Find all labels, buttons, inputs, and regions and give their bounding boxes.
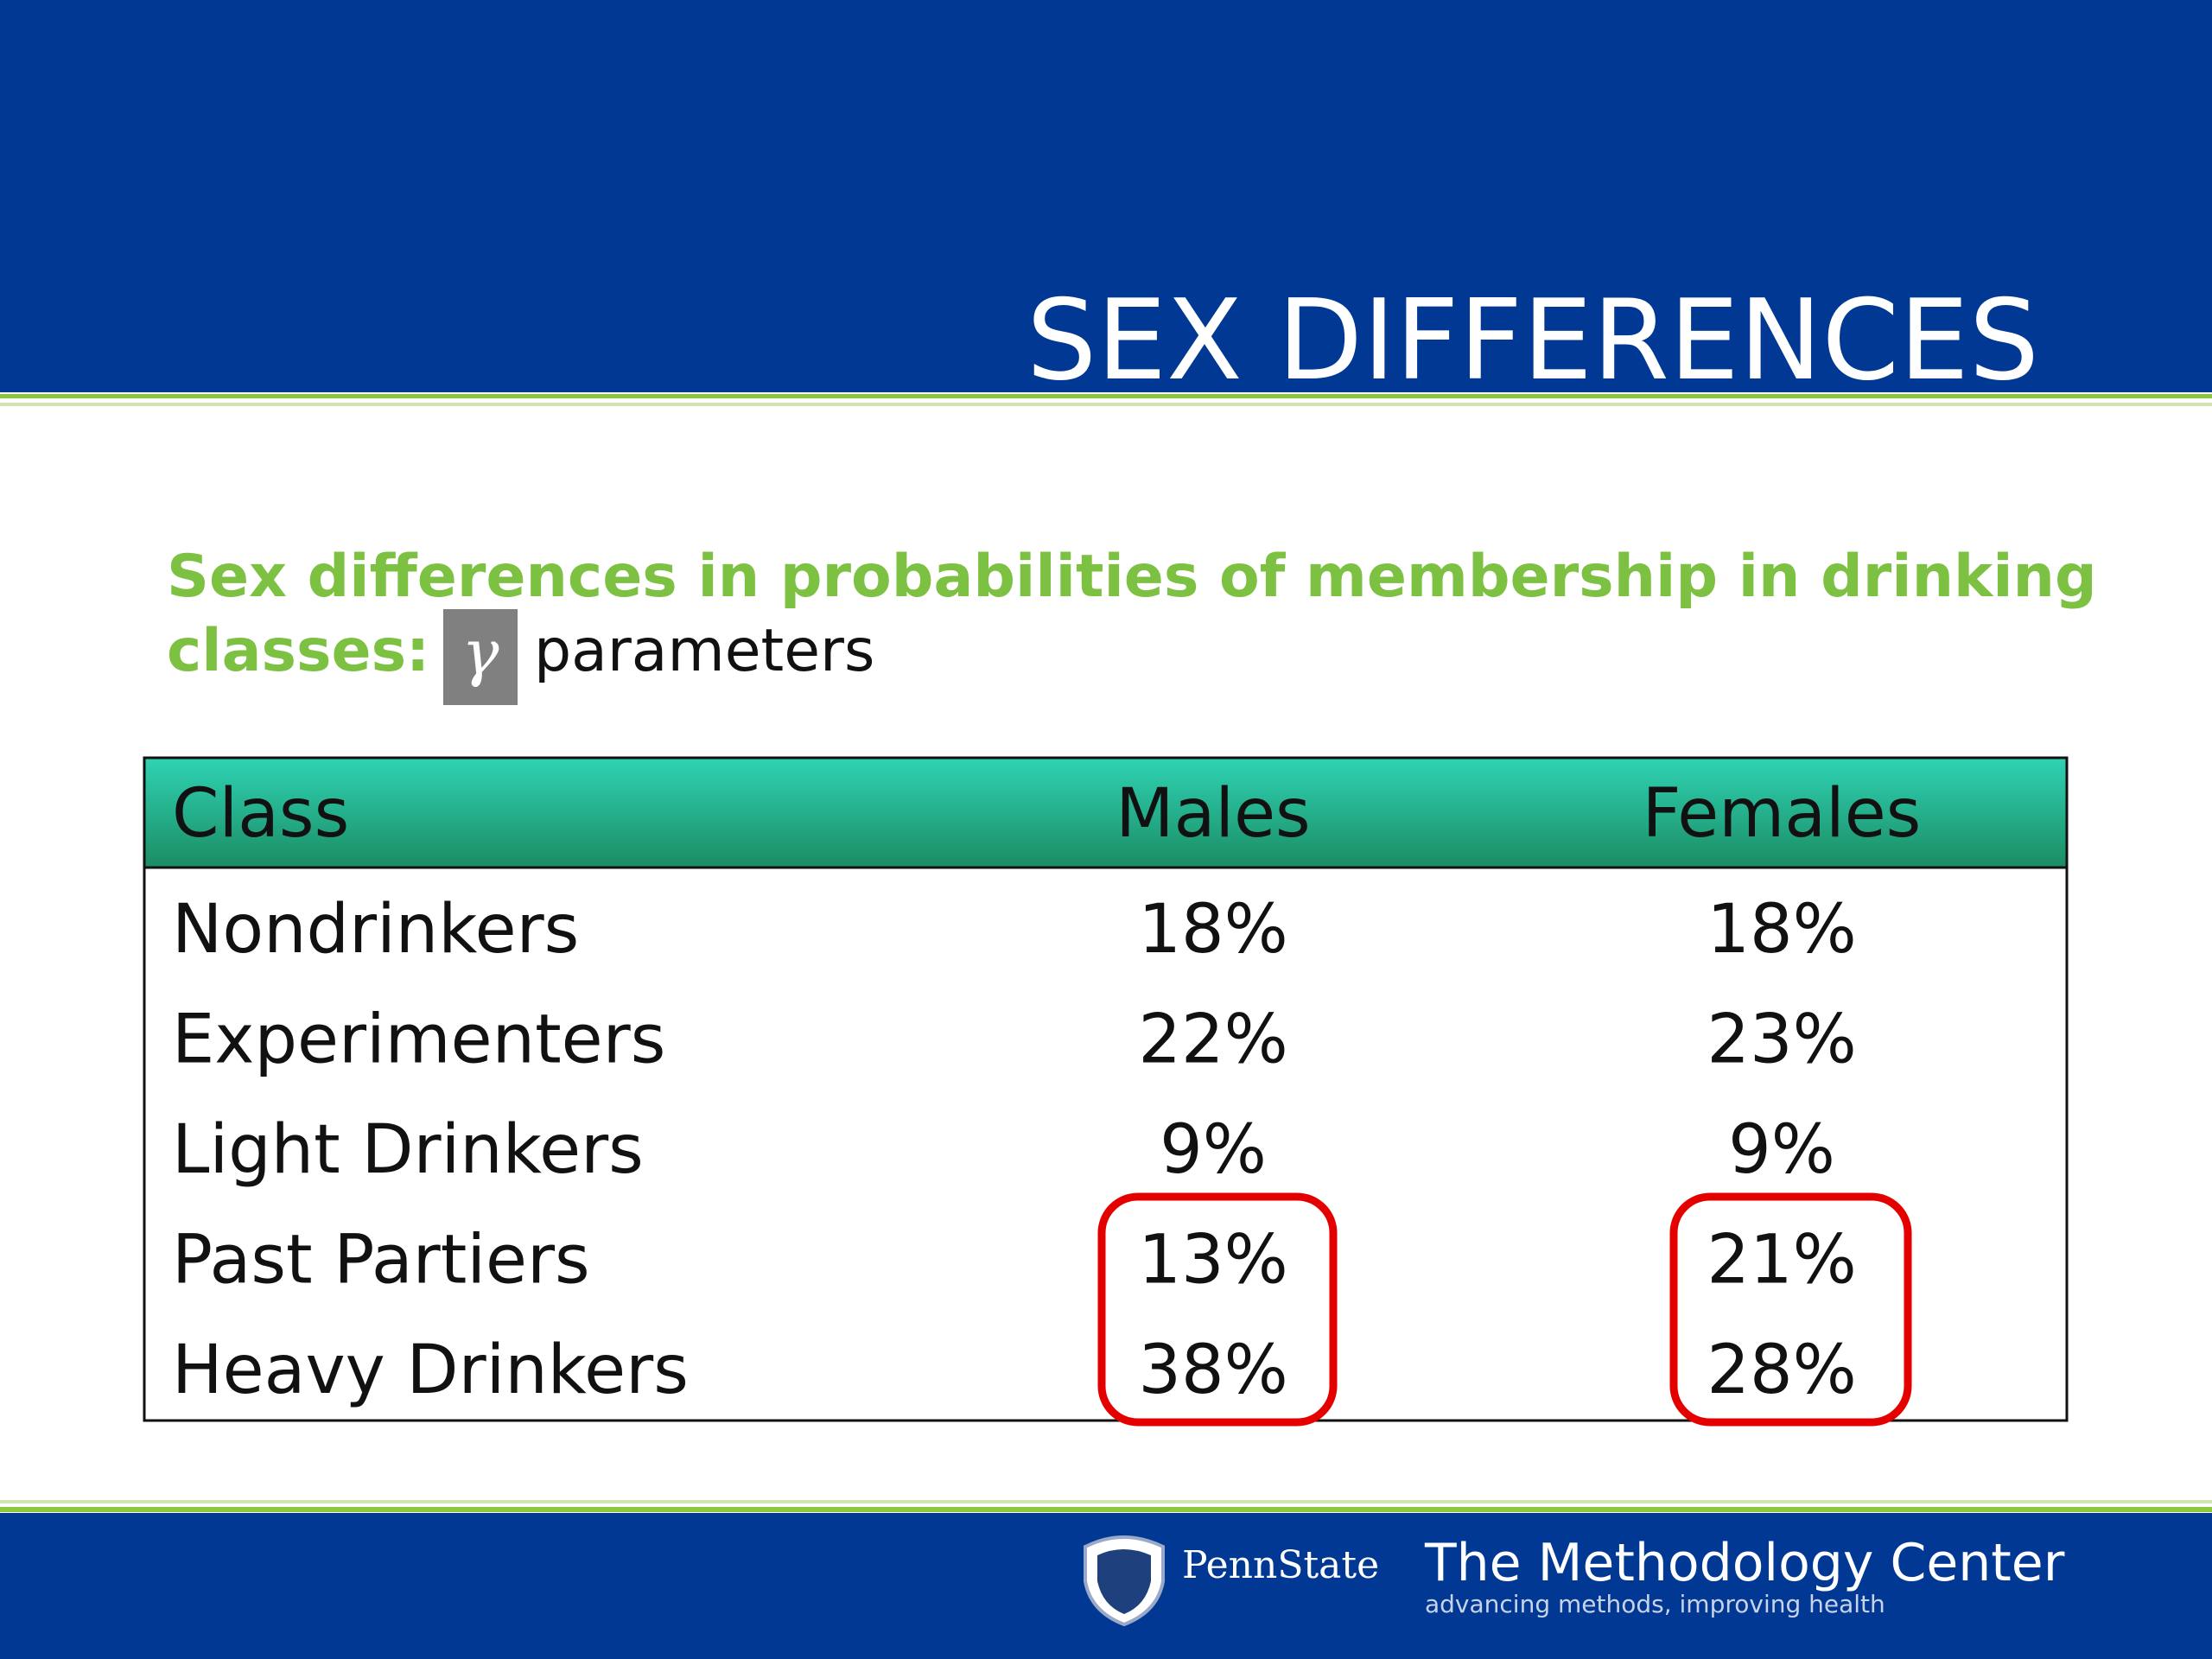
tagline: advancing methods, improving health: [1425, 1590, 1885, 1618]
cell-value: 38%: [1138, 1332, 1287, 1409]
highlight-box: [1097, 1192, 1338, 1427]
cell-value: 28%: [1707, 1332, 1856, 1409]
row-label: Light Drinkers: [172, 1111, 644, 1189]
cell-value: 9%: [1728, 1111, 1835, 1189]
center-name: The Methodology Center: [1424, 1533, 2065, 1593]
symbol: γ: [461, 616, 499, 689]
subtitle: classes:: [167, 617, 429, 685]
table-rows: Nondrinkers 18% 18% Experimenters 22% 23% Ligh…: [172, 891, 1857, 1409]
table-body: [143, 866, 2069, 1422]
row-label: Nondrinkers: [172, 891, 579, 969]
cell-value: 21%: [1707, 1222, 1856, 1300]
column-header: Class: [172, 775, 349, 853]
cell-value: 23%: [1707, 1001, 1856, 1079]
symbol-box: [443, 609, 518, 705]
row-label: Past Partiers: [172, 1222, 590, 1300]
cell-value: 9%: [1160, 1111, 1267, 1189]
university-name: PennState: [1182, 1543, 1379, 1587]
cell-value: 22%: [1138, 1001, 1287, 1079]
row-label: Experimenters: [172, 1001, 665, 1079]
subtitle: Sex differences in probabilities of memb…: [167, 543, 2097, 611]
bottom-rule: [0, 1507, 2212, 1512]
column-header: Males: [1116, 775, 1310, 853]
top-band: [0, 0, 2212, 392]
top-rule: [0, 394, 2212, 398]
top-rule: [0, 403, 2212, 406]
table-header: [143, 756, 2069, 869]
table: Class Males Females Nondrinkers 18% 18% Exp…: [172, 775, 1921, 1409]
row-label: Heavy Drinkers: [172, 1332, 689, 1409]
logo-lion: [1097, 1549, 1151, 1614]
cell-value: 18%: [1707, 891, 1856, 969]
highlight-box: [1669, 1192, 1912, 1427]
subtitle-rest: parameters: [534, 617, 874, 685]
cell-value: 18%: [1138, 891, 1287, 969]
bottom-rule: [0, 1500, 2212, 1503]
cell-value: 13%: [1138, 1222, 1287, 1300]
slide-title: SEX DIFFERENCES: [1027, 276, 2039, 405]
column-header: Females: [1643, 775, 1922, 853]
